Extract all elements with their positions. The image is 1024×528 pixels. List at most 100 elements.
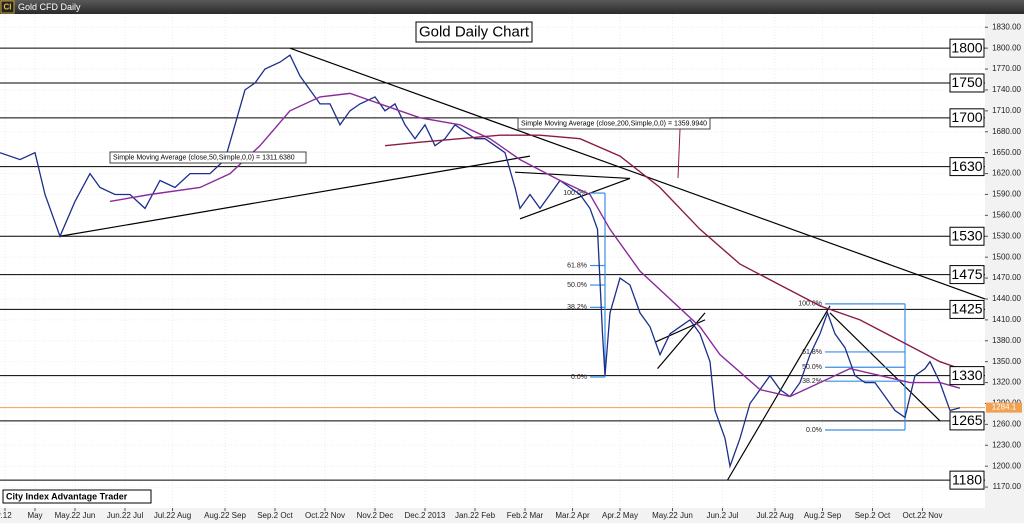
- footer: City Index Advantage Trader: [6, 491, 128, 501]
- window-titlebar: [0, 0, 1024, 14]
- level-box: [949, 470, 985, 490]
- x-tick-label: Feb.2 Mar: [507, 511, 544, 520]
- fib-label: 50.0%: [567, 282, 587, 289]
- y-tick-label: 1500.00: [992, 252, 1021, 261]
- y-tick-label: 1170.00: [993, 482, 1022, 491]
- trendline: [519, 177, 631, 220]
- x-tick-label: Oct.22 Nov: [305, 511, 345, 520]
- fib-label: 61.8%: [802, 349, 822, 356]
- x-tick-label: Aug.22 Sep: [204, 511, 246, 520]
- fib-label: 0.0%: [806, 427, 822, 434]
- series-line: [109, 92, 961, 398]
- y-tick-label: 1440.00: [992, 294, 1021, 303]
- level-box: [949, 38, 985, 58]
- y-tick-label: 1260.00: [992, 419, 1021, 428]
- x-tick-label: Dec.2 2013: [405, 511, 446, 520]
- trendline: [59, 155, 531, 237]
- y-tick-label: 1230.00: [992, 440, 1021, 449]
- x-tick-label: Sep.2 Oct: [257, 511, 293, 520]
- fib-label: 50.0%: [802, 364, 822, 371]
- price-axis: [985, 14, 1024, 523]
- x-tick-label: Jun.22 Jul: [107, 511, 144, 520]
- y-tick-label: 1740.00: [992, 85, 1021, 94]
- series-line: [384, 134, 961, 370]
- trendline: [289, 47, 986, 300]
- level-box: [949, 157, 985, 177]
- annotation-box: [517, 117, 711, 130]
- y-tick-label: 1200.00: [992, 461, 1021, 470]
- current-price-tag: [986, 402, 1022, 413]
- y-tick-label: 1590.00: [992, 190, 1021, 199]
- series-line: [0, 54, 961, 469]
- annotation: Simple Moving Average (close,200,Simple,…: [521, 120, 707, 127]
- level-label: 1265: [951, 412, 982, 428]
- level-box: [949, 366, 985, 386]
- fib-label: 38.2%: [802, 378, 822, 385]
- x-tick-label: May: [27, 511, 42, 520]
- trendline: [514, 171, 631, 180]
- y-tick-label: 1410.00: [992, 315, 1021, 324]
- level-box: [949, 108, 985, 128]
- y-tick-label: 1380.00: [992, 336, 1021, 345]
- x-tick-label: Jul.22 Aug: [756, 511, 793, 520]
- y-tick-label: 1830.00: [992, 22, 1021, 31]
- level-label: 1330: [951, 367, 982, 383]
- x-tick-label: Jan.22 Feb: [455, 511, 496, 520]
- fib-label: 38.2%: [567, 304, 587, 311]
- trendline: [726, 305, 831, 481]
- y-tick-label: 1530.00: [992, 231, 1021, 240]
- chart-title: Gold Daily Chart: [419, 23, 530, 40]
- x-tick-label: Apr.2 May: [602, 511, 638, 520]
- level-box: [949, 73, 985, 93]
- x-tick-label: r.12: [0, 511, 12, 520]
- fib-label: 0.0%: [571, 374, 587, 381]
- y-tick-label: 1620.00: [992, 169, 1021, 178]
- level-box: [949, 226, 985, 246]
- level-label: 1800: [951, 39, 982, 55]
- window-title: Gold CFD Daily: [18, 2, 81, 12]
- y-tick-label: 1680.00: [992, 127, 1021, 136]
- y-tick-label: 1320.00: [992, 378, 1021, 387]
- level-box: [949, 265, 985, 285]
- x-tick-label: Mar.2 Apr: [555, 511, 590, 520]
- x-tick-label: Oct.22 Nov: [902, 511, 942, 520]
- footer-box: [2, 489, 152, 504]
- y-tick-label: 1710.00: [992, 106, 1021, 115]
- x-tick-label: May.22 Jun: [55, 511, 96, 520]
- trendline: [657, 312, 706, 370]
- level-label: 1750: [951, 74, 982, 90]
- annotation: Simple Moving Average (close,50,Simple,0…: [113, 154, 295, 161]
- annotation-leader: [677, 128, 681, 179]
- x-tick-label: May.22 Jun: [652, 511, 693, 520]
- fib-label: 100.0%: [563, 190, 587, 197]
- level-label: 1475: [951, 266, 982, 282]
- x-tick-label: Nov.2 Dec: [357, 511, 394, 520]
- x-tick-label: Jul.22 Aug: [154, 511, 191, 520]
- window-icon-text: CI: [4, 3, 12, 12]
- title-box: [415, 21, 533, 43]
- y-tick-label: 1800.00: [992, 43, 1021, 52]
- level-box: [949, 299, 985, 319]
- annotation-box: [109, 151, 307, 164]
- x-tick-label: Jun.2 Jul: [706, 511, 738, 520]
- y-tick-label: 1650.00: [992, 148, 1021, 157]
- y-tick-label: 1470.00: [992, 273, 1021, 282]
- level-label: 1425: [951, 301, 982, 317]
- fib-label: 61.8%: [567, 262, 587, 269]
- level-label: 1630: [951, 158, 982, 174]
- x-tick-label: Aug.2 Sep: [804, 511, 842, 520]
- level-label: 1530: [951, 227, 982, 243]
- y-tick-label: 1770.00: [992, 64, 1021, 73]
- level-label: 1700: [951, 109, 982, 125]
- current-price-label: 1284.1: [992, 403, 1017, 412]
- x-tick-label: Sep.2 Oct: [855, 511, 891, 520]
- fib-label: 100.0%: [798, 301, 822, 308]
- time-axis: [0, 508, 985, 523]
- y-tick-label: 1350.00: [992, 357, 1021, 366]
- y-tick-label: 1560.00: [992, 210, 1021, 219]
- window-icon: [0, 0, 15, 14]
- level-box: [949, 411, 985, 431]
